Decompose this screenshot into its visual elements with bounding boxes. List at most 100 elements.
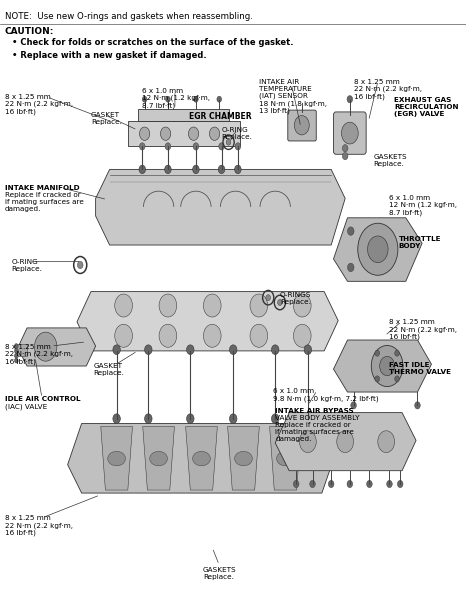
Text: THROTTLE
BODY: THROTTLE BODY bbox=[399, 236, 441, 249]
Circle shape bbox=[351, 402, 356, 409]
Circle shape bbox=[347, 263, 354, 272]
Text: O-RING
Replace.: O-RING Replace. bbox=[12, 259, 43, 272]
Circle shape bbox=[337, 431, 354, 453]
Circle shape bbox=[235, 165, 241, 174]
Bar bbox=[16, 344, 27, 356]
Polygon shape bbox=[186, 427, 218, 490]
Circle shape bbox=[187, 345, 194, 355]
Circle shape bbox=[203, 324, 221, 347]
Circle shape bbox=[165, 96, 170, 102]
FancyBboxPatch shape bbox=[288, 110, 316, 141]
Circle shape bbox=[293, 480, 299, 488]
Text: GASKET
Replace.: GASKET Replace. bbox=[93, 363, 124, 376]
Text: 8 x 1.25 mm
22 N·m (2.2 kgf·m,
16 lbf·ft): 8 x 1.25 mm 22 N·m (2.2 kgf·m, 16 lbf·ft… bbox=[5, 515, 73, 537]
Circle shape bbox=[395, 350, 400, 356]
Text: O-RING
Replace.: O-RING Replace. bbox=[221, 127, 253, 140]
Circle shape bbox=[193, 96, 198, 102]
Circle shape bbox=[142, 96, 147, 102]
Text: CAUTION:: CAUTION: bbox=[5, 27, 54, 36]
Ellipse shape bbox=[192, 451, 210, 466]
Polygon shape bbox=[334, 340, 431, 392]
Circle shape bbox=[310, 480, 315, 488]
Text: GASKETS
Replace.: GASKETS Replace. bbox=[373, 154, 407, 167]
Circle shape bbox=[397, 480, 403, 488]
Circle shape bbox=[347, 96, 353, 103]
Circle shape bbox=[328, 480, 334, 488]
Circle shape bbox=[15, 344, 18, 348]
Text: 6 x 1.0 mm
12 N·m (1.2 kgf·m,
8.7 lbf·ft): 6 x 1.0 mm 12 N·m (1.2 kgf·m, 8.7 lbf·ft… bbox=[142, 88, 210, 109]
Circle shape bbox=[235, 143, 241, 150]
Circle shape bbox=[272, 414, 279, 424]
Circle shape bbox=[115, 324, 132, 347]
Polygon shape bbox=[137, 109, 228, 121]
Circle shape bbox=[164, 165, 171, 174]
Circle shape bbox=[347, 227, 354, 235]
Text: EGR CHAMBER: EGR CHAMBER bbox=[189, 112, 252, 121]
Circle shape bbox=[139, 143, 145, 150]
Circle shape bbox=[35, 332, 57, 361]
Text: 6 x 1.0 mm
9.8 N·m (1.0 kgf·m, 7.2 lbf·ft): 6 x 1.0 mm 9.8 N·m (1.0 kgf·m, 7.2 lbf·f… bbox=[273, 388, 379, 402]
Circle shape bbox=[229, 345, 237, 355]
Circle shape bbox=[378, 431, 395, 453]
Circle shape bbox=[219, 143, 224, 150]
Circle shape bbox=[210, 127, 219, 140]
Circle shape bbox=[341, 122, 358, 144]
Circle shape bbox=[77, 261, 83, 269]
Circle shape bbox=[266, 295, 271, 301]
Text: 6 x 1.0 mm
12 N·m (1.2 kgf·m,
8.7 lbf·ft): 6 x 1.0 mm 12 N·m (1.2 kgf·m, 8.7 lbf·ft… bbox=[390, 195, 457, 216]
Circle shape bbox=[371, 345, 403, 387]
Circle shape bbox=[229, 414, 237, 424]
Circle shape bbox=[217, 96, 221, 102]
Text: VALVE BODY ASSEMBLY
Replace if cracked or
if mating surfaces are
damaged.: VALVE BODY ASSEMBLY Replace if cracked o… bbox=[275, 416, 360, 442]
Circle shape bbox=[366, 480, 372, 488]
Polygon shape bbox=[96, 169, 345, 245]
Circle shape bbox=[294, 116, 309, 135]
Circle shape bbox=[187, 414, 194, 424]
Circle shape bbox=[250, 294, 268, 317]
Circle shape bbox=[139, 165, 146, 174]
Circle shape bbox=[145, 414, 152, 424]
FancyBboxPatch shape bbox=[334, 112, 366, 154]
Circle shape bbox=[300, 431, 316, 453]
Circle shape bbox=[15, 348, 18, 353]
Ellipse shape bbox=[150, 451, 167, 466]
Text: INTAKE MANIFOLD: INTAKE MANIFOLD bbox=[5, 185, 79, 191]
Text: NOTE:  Use new O-rings and gaskets when reassembling.: NOTE: Use new O-rings and gaskets when r… bbox=[5, 12, 253, 21]
Circle shape bbox=[113, 414, 120, 424]
Circle shape bbox=[347, 480, 353, 488]
Text: 8 x 1.25 mm
22 N·m (2.2 kgf·m,
16 lbf·ft): 8 x 1.25 mm 22 N·m (2.2 kgf·m, 16 lbf·ft… bbox=[5, 344, 73, 365]
Text: IDLE AIR CONTROL: IDLE AIR CONTROL bbox=[5, 396, 80, 402]
Circle shape bbox=[145, 345, 152, 355]
Circle shape bbox=[115, 294, 132, 317]
Circle shape bbox=[415, 402, 420, 409]
Circle shape bbox=[375, 350, 380, 356]
Circle shape bbox=[113, 345, 120, 355]
Circle shape bbox=[219, 165, 225, 174]
Text: INTAKE AIR BYPASS: INTAKE AIR BYPASS bbox=[275, 408, 354, 414]
Circle shape bbox=[387, 480, 392, 488]
Circle shape bbox=[250, 324, 268, 347]
Ellipse shape bbox=[108, 451, 126, 466]
Polygon shape bbox=[18, 328, 96, 366]
Polygon shape bbox=[68, 424, 336, 493]
Circle shape bbox=[189, 127, 199, 140]
Circle shape bbox=[304, 414, 311, 424]
Text: O-RINGS
Replace.: O-RINGS Replace. bbox=[280, 292, 311, 304]
Circle shape bbox=[226, 139, 231, 145]
Text: (IAC) VALVE: (IAC) VALVE bbox=[5, 404, 47, 410]
Polygon shape bbox=[275, 413, 416, 471]
Circle shape bbox=[293, 324, 311, 347]
Polygon shape bbox=[101, 427, 132, 490]
Circle shape bbox=[161, 127, 171, 140]
Circle shape bbox=[203, 294, 221, 317]
Text: • Check for folds or scratches on the surface of the gasket.: • Check for folds or scratches on the su… bbox=[12, 38, 293, 47]
Circle shape bbox=[293, 294, 311, 317]
Circle shape bbox=[380, 356, 395, 376]
Circle shape bbox=[304, 345, 311, 355]
Circle shape bbox=[342, 152, 348, 160]
Circle shape bbox=[358, 223, 398, 275]
Polygon shape bbox=[228, 427, 259, 490]
Circle shape bbox=[139, 127, 150, 140]
Circle shape bbox=[165, 143, 171, 150]
Circle shape bbox=[367, 236, 388, 263]
